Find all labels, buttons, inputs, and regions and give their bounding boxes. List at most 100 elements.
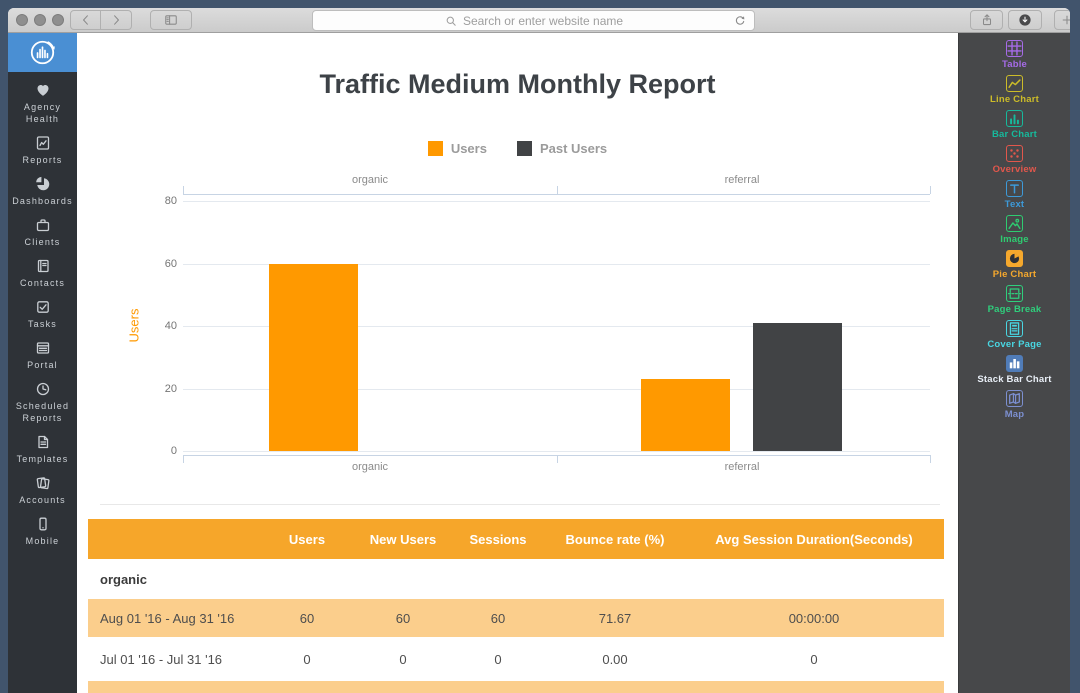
smartphone-icon — [35, 516, 51, 532]
sidebar-item-dashboards[interactable]: Dashboards — [11, 176, 75, 207]
widget-pie-chart[interactable]: Pie Chart — [993, 250, 1037, 280]
widget-stack-bar-chart[interactable]: Stack Bar Chart — [977, 355, 1051, 385]
table-cell: 60 — [395, 610, 411, 626]
browser-toolbar: Search or enter website name — [8, 8, 1070, 33]
y-axis-tick-label: 60 — [164, 257, 177, 270]
sidebar-item-tasks[interactable]: Tasks — [11, 299, 75, 330]
table-cell: 00:00:00 — [788, 610, 840, 626]
sidebar-item-label: Contacts — [19, 278, 66, 288]
history-nav-group — [70, 10, 132, 30]
sidebar-item-label: Accounts — [19, 495, 66, 505]
widget-overview[interactable]: Overview — [993, 145, 1037, 175]
widget-cover-page[interactable]: Cover Page — [987, 320, 1041, 350]
forward-button[interactable] — [101, 10, 132, 30]
image-icon — [1006, 215, 1023, 232]
widget-bar-chart[interactable]: Bar Chart — [992, 110, 1037, 140]
map-icon — [1005, 390, 1023, 407]
sidebar-item-label: Scheduled Reports — [15, 401, 70, 423]
zoom-window-button[interactable] — [52, 14, 64, 26]
share-icon — [980, 13, 994, 27]
widget-label: Pie Chart — [992, 269, 1037, 280]
report-chart-icon — [35, 135, 51, 151]
bar-users-organic — [268, 263, 358, 451]
plus-icon — [1060, 13, 1070, 27]
sidebar-item-mobile[interactable]: Mobile — [11, 516, 75, 547]
report-table: Users New Users Sessions Bounce rate (%) Avg… — [88, 519, 944, 693]
widget-table[interactable]: Table — [1002, 40, 1027, 70]
top-category-axis-line — [183, 194, 930, 195]
sidebar-item-scheduled-reports[interactable]: Scheduled Reports — [11, 381, 75, 424]
table-cell: 0 — [810, 651, 818, 667]
widget-panel: Table Line Chart Bar Chart Overview Text Imag… — [958, 33, 1070, 693]
widget-map[interactable]: Map — [1005, 390, 1025, 420]
reading-list-panel-icon — [164, 13, 178, 27]
sidebar-item-agency-health[interactable]: Agency Health — [11, 82, 75, 125]
widget-label: Cover Page — [987, 339, 1042, 350]
search-input[interactable]: Search or enter website name — [312, 10, 755, 31]
table-grid-icon — [1005, 40, 1023, 57]
download-icon — [1018, 13, 1032, 27]
gridline-0 — [183, 451, 930, 452]
back-button[interactable] — [70, 10, 101, 30]
sidebar-toggle-button[interactable] — [150, 10, 192, 30]
sidebar-item-clients[interactable]: Clients — [11, 217, 75, 248]
downloads-button[interactable] — [1008, 10, 1042, 30]
share-button[interactable] — [970, 10, 1003, 30]
table-header-cell: Bounce rate (%) — [565, 531, 665, 547]
widget-label: Table — [1001, 59, 1028, 70]
gridline-60 — [183, 263, 930, 265]
y-axis-tick-label: 80 — [164, 195, 177, 207]
bottom-axis-tick-0 — [183, 455, 184, 463]
table-row: Aug 01 '16 - Aug 31 '16 60 60 60 71.67 00:00:… — [88, 599, 944, 637]
minimize-window-button[interactable] — [34, 14, 46, 26]
table-header-cell: Avg Session Duration(Seconds) — [715, 531, 913, 547]
template-file-icon — [35, 434, 51, 450]
text-icon — [1005, 180, 1023, 197]
widget-page-break[interactable]: Page Break — [988, 285, 1042, 315]
report-title: Traffic Medium Monthly Report — [319, 69, 716, 99]
app-logo[interactable] — [8, 33, 77, 72]
sidebar-item-label: Templates — [16, 454, 69, 464]
widget-label: Image — [1000, 234, 1029, 245]
overview-dots-icon — [1005, 145, 1023, 162]
sidebar-item-label: Portal — [27, 360, 58, 370]
sidebar-item-accounts[interactable]: Accounts — [11, 475, 75, 506]
close-window-button[interactable] — [16, 14, 28, 26]
gridline-20 — [183, 388, 930, 390]
clock-icon — [35, 381, 51, 397]
table-header-cell: Sessions — [469, 531, 527, 547]
table-header-cell: New Users — [369, 531, 437, 547]
sidebar-item-label: Dashboards — [12, 196, 73, 206]
widget-line-chart[interactable]: Line Chart — [990, 75, 1039, 105]
sidebar-item-portal[interactable]: Portal — [11, 340, 75, 371]
bottom-axis-tick-2 — [930, 455, 931, 463]
table-row: Jul 01 '16 - Jul 31 '16 0 0 0 0.00 0 — [88, 640, 944, 678]
gridline-40 — [183, 326, 930, 327]
address-book-icon — [35, 258, 51, 274]
line-chart-icon — [1005, 75, 1023, 92]
legend-label: Users — [450, 141, 487, 156]
table-cell: 0.00 — [602, 651, 628, 667]
widget-label: Bar Chart — [991, 129, 1038, 140]
search-placeholder: Search or enter website name — [462, 13, 624, 28]
new-tab-button[interactable] — [1054, 10, 1070, 30]
top-axis-tick-0 — [183, 186, 184, 194]
sidebar-item-templates[interactable]: Templates — [11, 434, 75, 465]
pie-chart-icon — [1005, 250, 1023, 267]
sidebar-item-label: Agency Health — [23, 102, 62, 124]
sidebar-item-reports[interactable]: Reports — [11, 135, 75, 166]
table-header-cell: Users — [288, 531, 326, 547]
bar-past-users-referral — [752, 322, 842, 451]
bar-chart: 0 20 40 60 80 organic organic referral referral U… — [77, 171, 958, 483]
widget-image[interactable]: Image — [1000, 215, 1029, 245]
sidebar-item-contacts[interactable]: Contacts — [11, 258, 75, 289]
table-cell: 60 — [299, 610, 315, 626]
sidebar-item-label: Tasks — [27, 319, 57, 329]
widget-label: Overview — [992, 164, 1037, 175]
app-sidebar: Agency Health Reports Dashboards Clients Con… — [8, 33, 77, 693]
reload-icon[interactable] — [733, 14, 747, 28]
widget-text[interactable]: Text — [1005, 180, 1025, 210]
y-axis-tick-label: 0 — [170, 445, 177, 457]
widget-label: Stack Bar Chart — [977, 374, 1052, 385]
bar-chart-icon — [1006, 110, 1023, 127]
